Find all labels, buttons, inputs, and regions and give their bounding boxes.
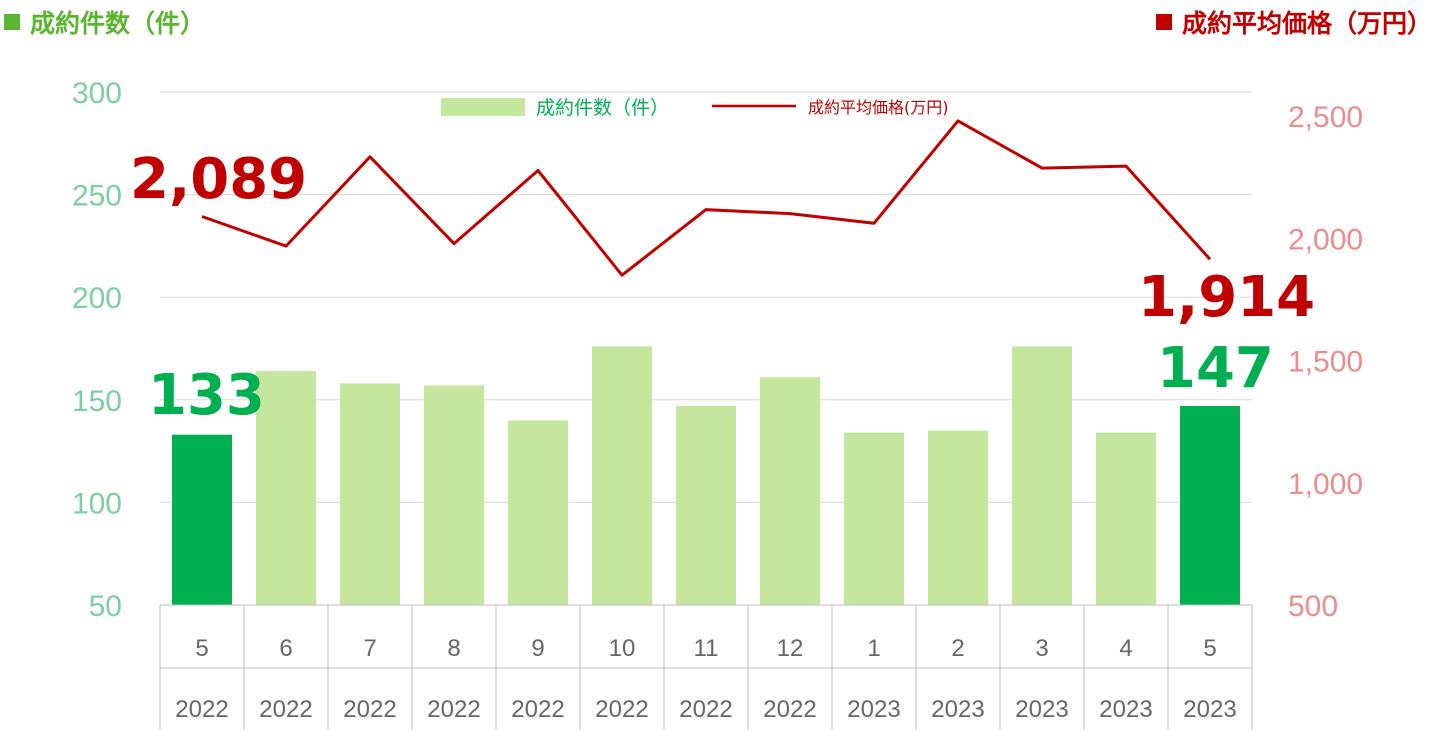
x-year-label: 2023 <box>847 696 900 723</box>
x-year-label: 2022 <box>175 696 228 723</box>
left-axis: 300 250 200 150 100 50 <box>72 77 122 623</box>
right-tick-label: 2,000 <box>1288 223 1363 256</box>
bar <box>508 420 568 605</box>
x-month-label: 7 <box>363 635 376 662</box>
x-year-label: 2022 <box>511 696 564 723</box>
right-tick-label: 2,500 <box>1288 101 1363 134</box>
x-year-label: 2022 <box>763 696 816 723</box>
right-tick-label: 500 <box>1288 590 1338 623</box>
x-year-label: 2022 <box>343 696 396 723</box>
legend: 成約件数（件） 成約平均価格(万円) <box>441 97 949 119</box>
x-month-label: 6 <box>279 635 292 662</box>
x-year-label: 2023 <box>931 696 984 723</box>
x-year-label: 2023 <box>1183 696 1236 723</box>
bar <box>592 346 652 605</box>
x-month-label: 5 <box>1203 635 1216 662</box>
legend-bar-label: 成約件数（件） <box>536 97 669 119</box>
right-tick-label: 1,500 <box>1288 346 1363 379</box>
x-year-label: 2022 <box>259 696 312 723</box>
x-month-label: 1 <box>867 635 880 662</box>
x-month-label: 10 <box>609 635 636 662</box>
x-year-label: 2022 <box>427 696 480 723</box>
bar <box>760 377 820 605</box>
bar-series <box>172 346 1240 605</box>
x-month-label: 2 <box>951 635 964 662</box>
line-first-value-label: 2,089 <box>130 147 307 212</box>
bar-last-value-label: 147 <box>1157 336 1274 401</box>
bar <box>676 405 736 605</box>
legend-line-label: 成約平均価格(万円) <box>808 98 949 117</box>
green-square-icon <box>4 14 20 30</box>
x-month-label: 12 <box>777 635 804 662</box>
left-tick-label: 50 <box>89 590 122 623</box>
line-series <box>201 119 1212 277</box>
left-axis-title: 成約件数（件） <box>4 4 205 40</box>
x-year-label: 2023 <box>1099 696 1152 723</box>
left-tick-label: 300 <box>72 77 122 110</box>
left-tick-label: 250 <box>72 180 122 213</box>
right-axis-title: 成約平均価格（万円） <box>1155 4 1432 40</box>
bar <box>172 434 232 605</box>
right-axis-title-text: 成約平均価格（万円） <box>1181 9 1432 38</box>
x-year-label: 2022 <box>595 696 648 723</box>
bar <box>844 432 904 605</box>
bar <box>1180 405 1240 605</box>
line-last-value-label: 1,914 <box>1138 265 1315 330</box>
x-month-label: 3 <box>1035 635 1048 662</box>
x-month-label: 5 <box>195 635 208 662</box>
left-axis-title-text: 成約件数（件） <box>30 9 206 38</box>
price-line <box>201 119 1212 277</box>
x-axis: 5202262022720228202292022102022112022122… <box>159 604 1253 730</box>
right-tick-label: 1,000 <box>1288 468 1363 501</box>
bar <box>340 383 400 605</box>
bar <box>1012 346 1072 605</box>
bar <box>424 385 484 605</box>
bar <box>256 371 316 605</box>
bar <box>928 430 988 605</box>
bar <box>1096 432 1156 605</box>
x-month-label: 9 <box>531 635 544 662</box>
left-tick-label: 100 <box>72 487 122 520</box>
x-month-label: 8 <box>447 635 460 662</box>
right-axis: 2,500 2,000 1,500 1,000 500 <box>1288 101 1363 623</box>
left-tick-label: 150 <box>72 385 122 418</box>
red-square-icon <box>1155 14 1172 30</box>
bar-first-value-label: 133 <box>148 363 265 428</box>
x-year-label: 2022 <box>679 696 732 723</box>
legend-bar-swatch <box>441 98 525 116</box>
annotations: 2,089 1,914 133 147 <box>130 147 1315 428</box>
left-tick-label: 200 <box>72 282 122 315</box>
x-year-label: 2023 <box>1015 696 1068 723</box>
x-month-label: 11 <box>694 635 719 662</box>
x-month-label: 4 <box>1119 635 1132 662</box>
